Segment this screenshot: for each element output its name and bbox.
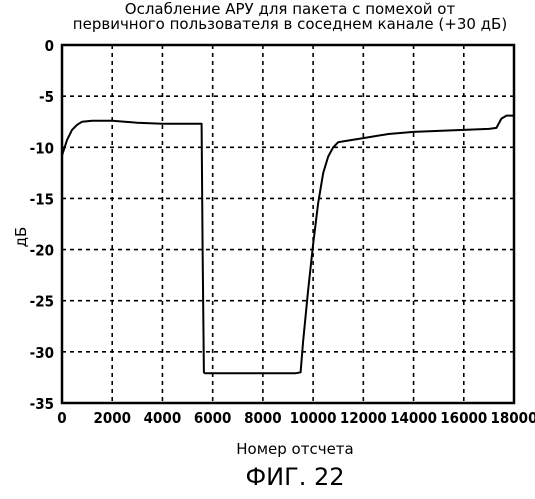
x-tick-label: 6000: [194, 409, 232, 427]
y-tick-label: -35: [30, 395, 54, 413]
y-tick-label: -20: [30, 242, 54, 260]
x-tick-label: 0: [57, 409, 66, 427]
series-line: [62, 116, 514, 374]
x-tick-label: 18000: [491, 409, 535, 427]
x-tick-label: 2000: [93, 409, 131, 427]
x-tick-label: 4000: [144, 409, 182, 427]
y-tick-label: 0: [45, 37, 54, 55]
x-tick-label: 8000: [244, 409, 282, 427]
y-tick-label: -15: [30, 190, 54, 208]
grid: [62, 45, 514, 403]
y-tick-label: -25: [30, 293, 54, 311]
y-tick-label: -5: [39, 88, 54, 106]
series-group: [62, 116, 514, 374]
y-tick-label: -10: [30, 139, 54, 157]
x-tick-label: 16000: [440, 409, 487, 427]
y-tick-label: -30: [30, 344, 54, 362]
plot-frame: [62, 45, 514, 403]
x-tick-label: 10000: [290, 409, 337, 427]
x-tick-label: 12000: [340, 409, 387, 427]
x-tick-label: 14000: [390, 409, 437, 427]
figure-caption: ФИГ. 22: [0, 463, 535, 491]
chart: 0 2000 4000 6000 8000 10000120001400016000180…: [0, 0, 535, 440]
x-axis-label: Номер отсчета: [0, 440, 535, 458]
